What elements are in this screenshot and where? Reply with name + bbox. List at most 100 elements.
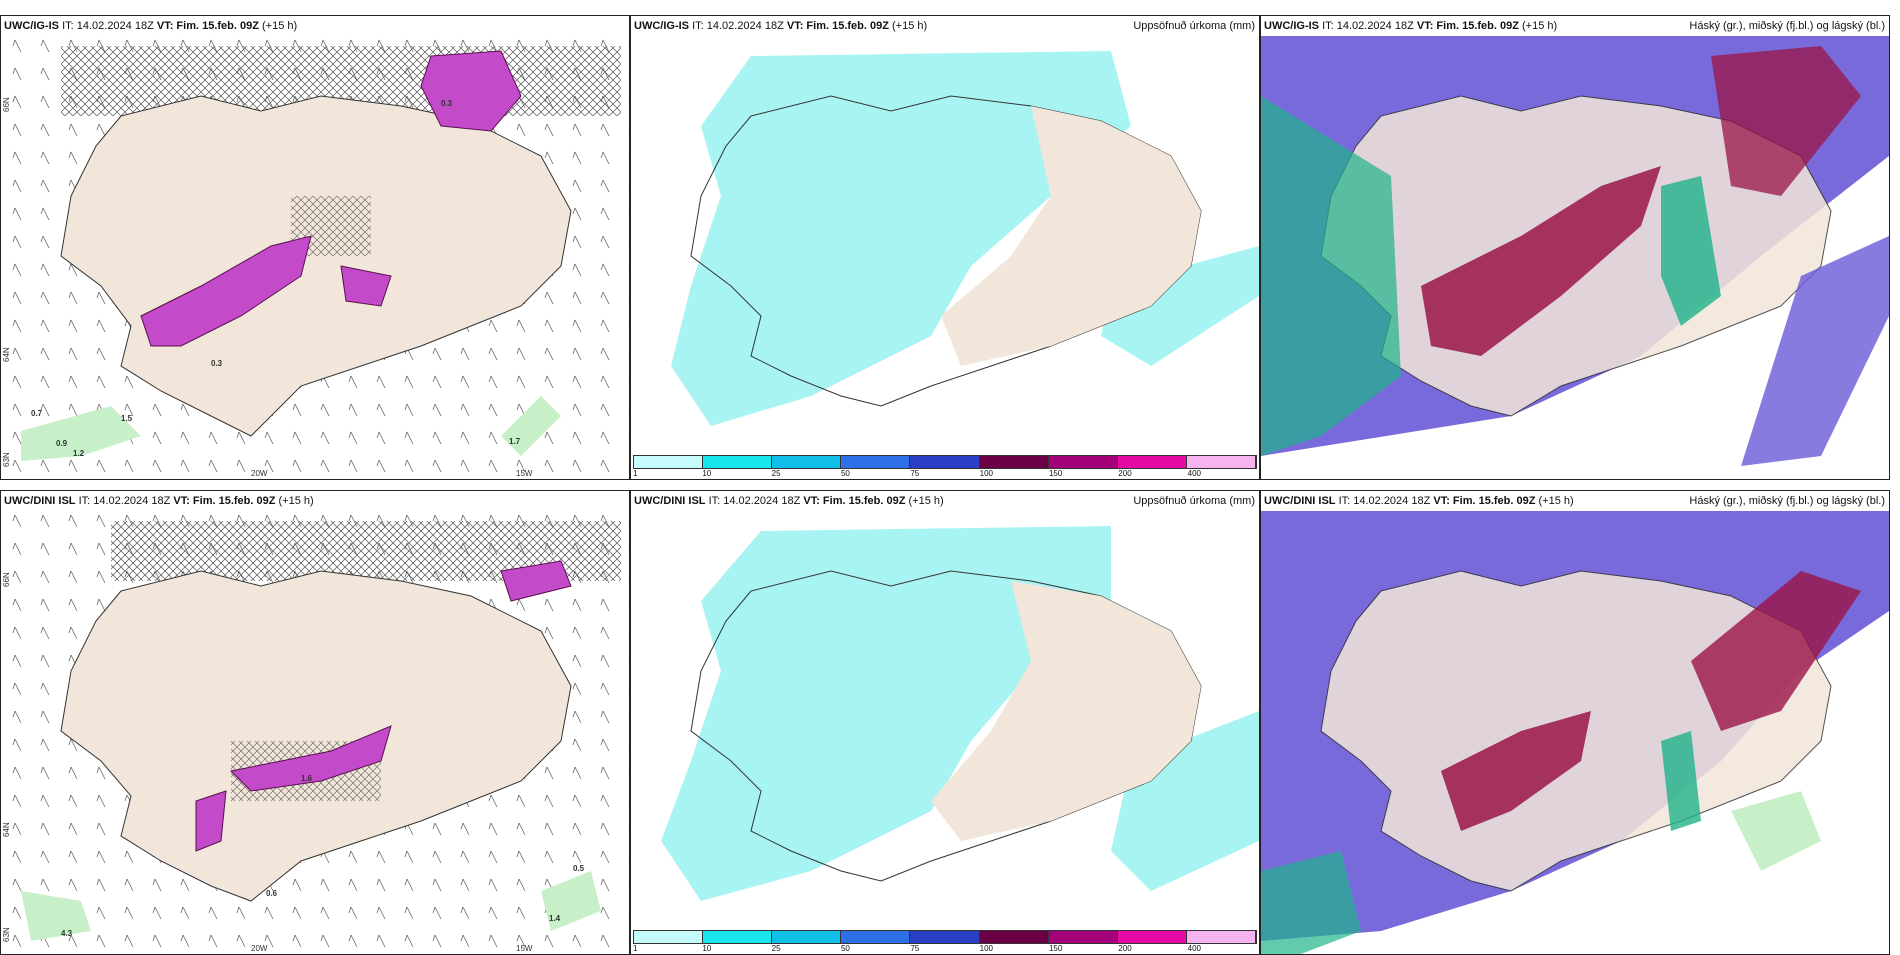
precip-blob-ne <box>420 50 522 132</box>
model-name: UWC/DINI ISL <box>1264 495 1336 507</box>
lead-time: (+15 h) <box>892 20 928 32</box>
precip-label: 0.6 <box>266 889 278 898</box>
panel-header: UWC/IG-IS IT: 14.02.2024 18Z VT: Fim. 15… <box>1261 16 1889 36</box>
legend-tick: 400 <box>1187 944 1201 953</box>
legend-swatch <box>772 931 842 943</box>
precip-band <box>229 725 392 792</box>
map-clouds-bottom[interactable] <box>1261 511 1889 954</box>
precip-label: 1.7 <box>509 437 521 446</box>
legend-tick: 75 <box>910 944 920 953</box>
legend-tick: 10 <box>702 469 712 478</box>
cloud-mid-ne <box>1691 571 1861 731</box>
precip-light-sw <box>21 891 91 941</box>
map-precip-top[interactable] <box>631 36 1259 434</box>
precip-blob-ne <box>500 560 572 602</box>
legend-tick: 50 <box>840 944 850 953</box>
map-clouds-top[interactable] <box>1261 36 1889 479</box>
cloud-mid <box>1441 711 1591 831</box>
iceland-land <box>690 95 1202 407</box>
lead-time: (+15 h) <box>278 495 314 507</box>
cloud-low-east <box>1661 176 1721 326</box>
legend-tick: 10 <box>702 944 712 953</box>
legend-tick: 1 <box>633 944 638 953</box>
precip-label: 1.6 <box>301 774 313 783</box>
lead-time: (+15 h) <box>908 495 944 507</box>
panel-title: Uppsöfnuð úrkoma (mm) <box>1133 495 1255 507</box>
legend-swatch <box>1048 456 1118 468</box>
init-time: IT: 14.02.2024 18Z <box>708 495 801 507</box>
legend-tick: 100 <box>979 944 993 953</box>
panel-bottom-mid-precip: UWC/DINI ISL IT: 14.02.2024 18Z VT: Fim.… <box>630 490 1260 955</box>
model-name: UWC/IG-IS <box>634 20 689 32</box>
legend-colorbar <box>633 455 1257 469</box>
dry-land <box>941 106 1201 366</box>
legend-tick: 150 <box>1048 469 1063 478</box>
legend-swatch <box>841 456 911 468</box>
legend-tick: 25 <box>771 469 781 478</box>
panel-bottom-left-snow: UWC/DINI ISL IT: 14.02.2024 18Z VT: Fim.… <box>0 490 630 955</box>
lat-label: 66N <box>2 572 11 587</box>
precip-label: 0.3 <box>211 359 223 368</box>
init-time: IT: 14.02.2024 18Z <box>692 20 784 32</box>
legend-swatch <box>1186 931 1256 943</box>
precip-label: 1.2 <box>73 449 85 458</box>
lat-label: 64N <box>2 822 11 837</box>
model-name: UWC/DINI ISL <box>4 495 76 507</box>
map-precip-bottom[interactable] <box>631 511 1259 909</box>
legend-tick: 25 <box>771 944 781 953</box>
precip-area <box>661 526 1111 901</box>
precip-light-se <box>501 396 561 456</box>
precip-label: 0.9 <box>56 439 68 448</box>
legend-swatch <box>772 456 842 468</box>
precip-light-se <box>541 871 601 931</box>
cloud-low-west <box>1261 96 1401 456</box>
legend-tick: 200 <box>1118 469 1132 478</box>
map-snow-top[interactable]: 0.7 0.9 1.2 1.5 0.3 1.7 0.3 66N 64N 63N … <box>1 36 629 479</box>
precip-label: 1.4 <box>549 914 561 923</box>
dry-land <box>931 581 1201 841</box>
valid-time: VT: Fim. 15.feb. 09Z <box>803 495 906 507</box>
panel-header: UWC/IG-IS IT: 14.02.2024 18Z VT: Fim. 15… <box>631 16 1259 36</box>
legend-swatch <box>910 931 980 943</box>
legend-swatch <box>703 456 773 468</box>
legend-tick: 50 <box>840 469 850 478</box>
precip-area-se <box>1101 246 1259 366</box>
panel-title: Uppsöfnuð úrkoma (mm) <box>1133 20 1255 32</box>
lon-label: 15W <box>516 944 533 953</box>
legend-swatch <box>703 931 773 943</box>
legend-tick: 100 <box>979 469 993 478</box>
init-time: IT: 14.02.2024 18Z <box>1338 495 1431 507</box>
legend-swatch <box>1048 931 1118 943</box>
precip-label: 4.3 <box>61 929 73 938</box>
lon-label: 15W <box>516 469 533 478</box>
cloud-mid <box>1421 166 1661 356</box>
panel-header: UWC/DINI ISL IT: 14.02.2024 18Z VT: Fim.… <box>631 491 1259 511</box>
panel-top-right-clouds: UWC/IG-IS IT: 14.02.2024 18Z VT: Fim. 15… <box>1260 15 1890 480</box>
panel-header: UWC/DINI ISL IT: 14.02.2024 18Z VT: Fim.… <box>1261 491 1889 511</box>
valid-time: VT: Fim. 15.feb. 09Z <box>1416 20 1519 32</box>
lead-time: (+15 h) <box>1522 20 1558 32</box>
precip-label: 0.5 <box>573 864 585 873</box>
cloud-low-sw <box>1261 851 1361 954</box>
panel-bottom-right-clouds: UWC/DINI ISL IT: 14.02.2024 18Z VT: Fim.… <box>1260 490 1890 955</box>
precip-label: 0.3 <box>441 99 453 108</box>
precip-label: 0.7 <box>31 409 43 418</box>
model-name: UWC/IG-IS <box>1264 20 1319 32</box>
lat-label: 66N <box>2 97 11 112</box>
model-name: UWC/IG-IS <box>4 20 59 32</box>
legend-ticks: 1 10 25 50 75 100 150 200 400 <box>633 944 1257 953</box>
legend-tick: 150 <box>1048 944 1063 953</box>
map-snow-bottom[interactable]: 0.6 0.5 1.4 1.6 4.3 66N 64N 63N 20W 15W <box>1 511 629 954</box>
iceland-land <box>60 95 572 437</box>
legend-swatch <box>634 456 704 468</box>
panel-header: UWC/IG-IS IT: 14.02.2024 18Z VT: Fim. 15… <box>1 16 629 36</box>
lon-label: 20W <box>251 469 268 478</box>
precip-light-sw <box>21 406 141 461</box>
precip-legend: 1 10 25 50 75 100 150 200 400 <box>633 455 1257 478</box>
panel-header: UWC/DINI ISL IT: 14.02.2024 18Z VT: Fim.… <box>1 491 629 511</box>
precip-legend: 1 10 25 50 75 100 150 200 400 <box>633 930 1257 953</box>
lead-time: (+15 h) <box>262 20 298 32</box>
legend-swatch <box>1117 931 1187 943</box>
precip-area <box>671 51 1131 426</box>
panel-top-mid-precip: UWC/IG-IS IT: 14.02.2024 18Z VT: Fim. 15… <box>630 15 1260 480</box>
